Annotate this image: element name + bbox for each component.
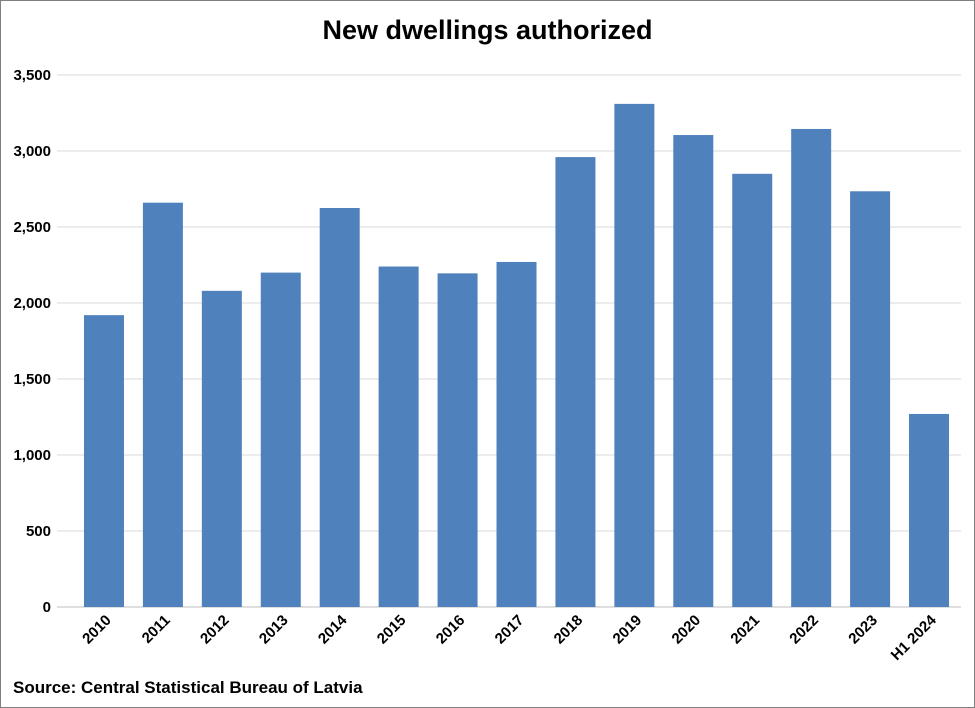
y-tick-label: 1,000	[13, 447, 51, 464]
bar-2014	[319, 208, 360, 607]
x-tick-label: 2022	[786, 612, 822, 648]
x-tick-label: 2019	[610, 612, 646, 648]
bar-2010	[83, 315, 124, 607]
y-tick-label: 0	[43, 599, 51, 616]
x-tick-label: 2014	[315, 611, 351, 647]
y-tick-label: 3,500	[13, 67, 51, 84]
bar-2020	[673, 135, 714, 608]
x-tick-label: 2013	[256, 612, 292, 648]
x-tick-label: 2017	[492, 612, 528, 648]
bar-2019	[614, 103, 655, 607]
y-tick-label: 2,500	[13, 219, 51, 236]
x-tick-label: 2021	[727, 612, 763, 648]
x-tick-label: 2023	[845, 612, 881, 648]
y-tick-label: 1,500	[13, 371, 51, 388]
x-tick-label: H1 2024	[888, 611, 941, 664]
y-tick-label: 500	[26, 523, 51, 540]
x-tick-label: 2020	[669, 612, 705, 648]
bar-2012	[201, 290, 242, 607]
x-tick-label: 2018	[551, 612, 587, 648]
bar-2023	[850, 191, 891, 607]
x-tick-label: 2012	[197, 612, 233, 648]
x-tick-label: 2010	[79, 612, 115, 648]
bar-2017	[496, 261, 537, 607]
bar-2021	[732, 173, 773, 608]
source-note: Source: Central Statistical Bureau of La…	[13, 678, 363, 697]
x-tick-label: 2011	[139, 612, 174, 647]
bar-2016	[437, 273, 478, 607]
x-tick-label: 2015	[374, 612, 410, 648]
chart-title: New dwellings authorized	[322, 15, 653, 45]
bar-2022	[791, 128, 832, 607]
bar-2018	[555, 157, 596, 607]
bar-2015	[378, 266, 419, 607]
bar-2011	[142, 202, 183, 607]
bar-2013	[260, 272, 301, 607]
y-tick-label: 3,000	[13, 143, 51, 160]
bar-h1-2024	[909, 413, 950, 607]
y-tick-label: 2,000	[13, 295, 51, 312]
x-tick-label: 2016	[433, 612, 469, 648]
